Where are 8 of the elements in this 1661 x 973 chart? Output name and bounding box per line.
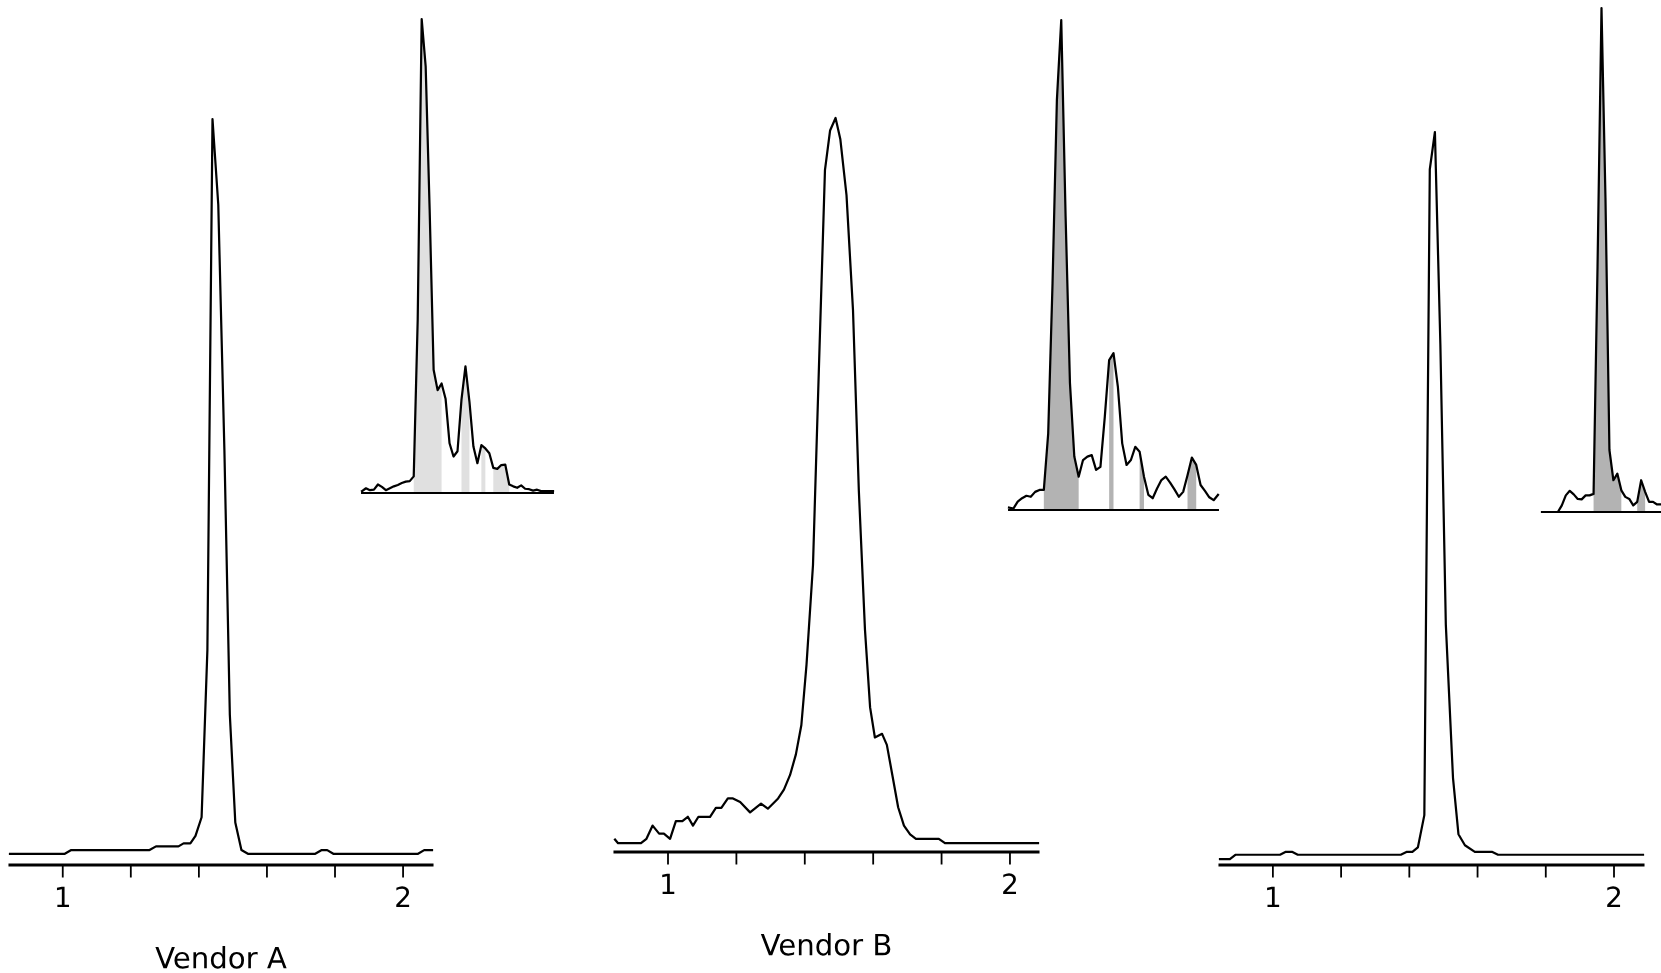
x-tick-label: 1 — [662, 873, 675, 894]
x-tick-label: 2 — [1607, 886, 1621, 907]
x-tick-label: 1 — [56, 886, 70, 907]
x-axis-title: Vendor A — [155, 946, 287, 969]
x-tick-label: 1 — [1267, 886, 1280, 907]
x-tick-label: 2 — [396, 886, 410, 907]
x-axis-title: Vendor B — [760, 933, 891, 956]
x-tick-label: 2 — [1003, 873, 1017, 894]
